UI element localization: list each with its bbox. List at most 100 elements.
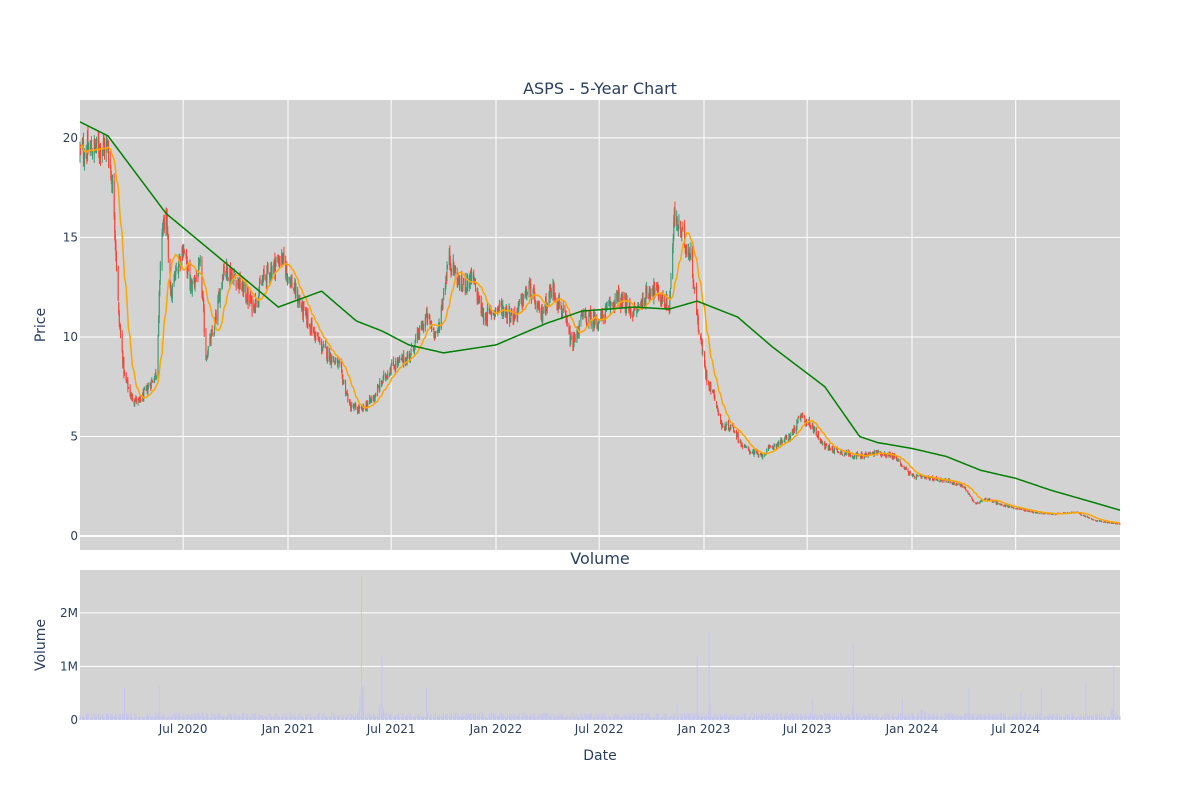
candle-body <box>192 281 193 293</box>
volume-bar <box>870 717 871 720</box>
candle-body <box>598 323 599 328</box>
price-candle <box>335 358 336 363</box>
candle-body <box>429 318 430 324</box>
volume-bar <box>403 717 404 720</box>
volume-bar <box>483 715 484 720</box>
volume-bar <box>906 716 907 720</box>
volume-bar <box>551 717 552 720</box>
price-candle <box>926 477 927 480</box>
volume-bar <box>754 718 755 720</box>
candle-body <box>136 398 137 402</box>
price-candle <box>874 450 875 457</box>
price-candle <box>914 476 915 479</box>
volume-bar <box>319 717 320 720</box>
price-candle <box>1041 513 1042 514</box>
candle-body <box>208 346 209 353</box>
volume-bar <box>734 718 735 720</box>
candle-body <box>511 310 512 316</box>
volume-bar <box>204 717 205 720</box>
price-candle <box>310 331 311 335</box>
candle-body <box>383 374 384 376</box>
price-candle <box>192 279 193 296</box>
candle-body <box>391 366 392 374</box>
candle-body <box>782 442 783 443</box>
volume-bar <box>172 714 173 720</box>
price-candle <box>563 301 564 313</box>
candle-body <box>694 288 695 289</box>
candle-body <box>299 300 300 304</box>
candle-body <box>778 442 779 447</box>
volume-bar <box>100 716 101 720</box>
price-candle <box>359 405 360 414</box>
volume-bar <box>599 714 600 720</box>
candle-body <box>111 176 112 181</box>
price-candle <box>564 305 565 313</box>
price-candle <box>587 322 588 325</box>
volume-bar <box>563 716 564 720</box>
volume-bar <box>511 716 512 720</box>
price-candle <box>158 335 159 379</box>
candle-body <box>918 475 919 476</box>
candle-body <box>288 277 289 279</box>
price-chart-title: ASPS - 5-Year Chart <box>523 79 677 98</box>
price-candle <box>651 289 652 297</box>
price-candle <box>692 246 693 279</box>
candle-body <box>289 277 290 280</box>
volume-bar <box>447 715 448 720</box>
volume-bar <box>854 715 855 720</box>
candle-body <box>351 405 352 408</box>
candle-body <box>529 285 530 292</box>
price-candle <box>339 361 340 367</box>
volume-bar <box>587 715 588 720</box>
candle-body <box>447 266 448 267</box>
candle-body <box>124 373 125 374</box>
candle-body <box>495 309 496 312</box>
price-candle <box>1120 524 1121 525</box>
volume-bar <box>307 714 308 720</box>
candle-body <box>108 149 109 161</box>
candle-body <box>908 470 909 471</box>
volume-bar <box>379 705 380 720</box>
candle-body <box>798 418 799 423</box>
volume-bar <box>315 716 316 720</box>
candle-body <box>607 305 608 306</box>
candle-body <box>303 306 304 307</box>
volume-bar <box>84 717 85 720</box>
candle-body <box>483 310 484 322</box>
candle-body <box>686 244 687 256</box>
volume-bar <box>670 715 671 720</box>
candle-body <box>1081 515 1082 516</box>
price-candle <box>487 303 488 327</box>
candle-body <box>88 149 89 150</box>
volume-bar <box>714 713 715 720</box>
volume-bar <box>152 717 153 720</box>
volume-bar <box>902 699 903 720</box>
candle-body <box>142 400 143 401</box>
volume-bar <box>830 716 831 720</box>
volume-bar <box>806 716 807 720</box>
volume-bar <box>120 714 121 720</box>
price-candle <box>523 294 524 306</box>
volume-bar <box>387 718 388 720</box>
candle-body <box>706 371 707 382</box>
price-candle <box>599 320 600 324</box>
candle-body <box>112 181 113 191</box>
candle-body <box>730 425 731 430</box>
candle-body <box>834 449 835 453</box>
candle-body <box>1101 521 1102 522</box>
price-candle <box>710 382 711 395</box>
candle-body <box>491 312 492 316</box>
price-candle <box>962 484 963 488</box>
candle-body <box>617 293 618 297</box>
candle-body <box>563 307 564 312</box>
price-candle <box>509 306 510 327</box>
volume-bar <box>503 715 504 720</box>
price-candle <box>479 295 480 303</box>
volume-bar <box>798 718 799 720</box>
volume-bar <box>778 718 779 720</box>
volume-bar <box>515 714 516 720</box>
price-candle <box>802 412 803 418</box>
candle-body <box>379 381 380 391</box>
volume-bar <box>331 718 332 720</box>
candle-body <box>118 267 119 300</box>
